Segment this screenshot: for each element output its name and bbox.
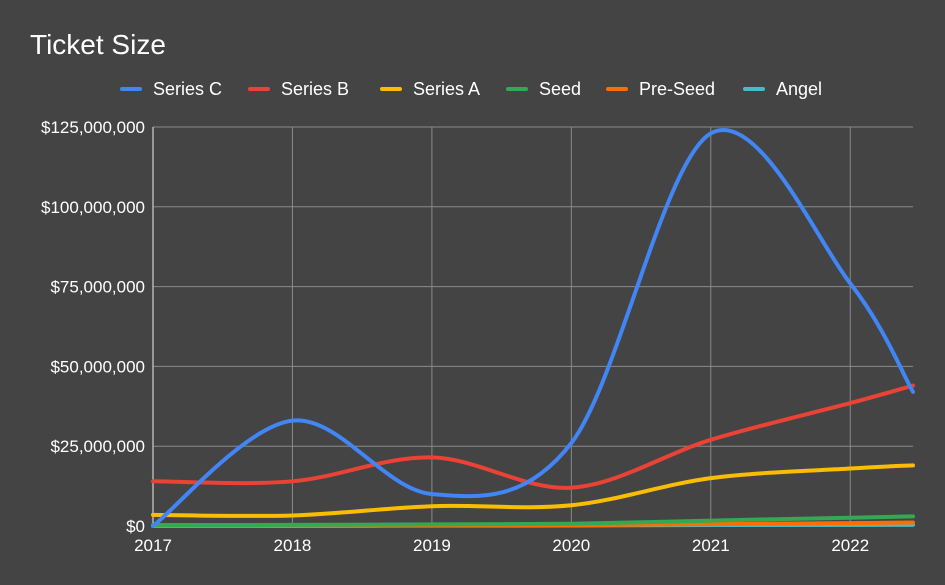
axes — [152, 127, 913, 527]
series-a-line — [151, 463, 915, 518]
legend-item-series-a[interactable]: Series A — [380, 79, 480, 99]
y-tick-label: $75,000,000 — [50, 278, 145, 297]
x-tick-label: 2018 — [274, 536, 312, 555]
y-tick-label: $25,000,000 — [50, 437, 145, 456]
legend-label: Angel — [776, 79, 822, 99]
legend-item-seed[interactable]: Seed — [506, 79, 581, 99]
legend-item-series-c[interactable]: Series C — [120, 79, 222, 99]
legend-label: Series C — [153, 79, 222, 99]
legend-label: Seed — [539, 79, 581, 99]
series-layer — [151, 128, 915, 529]
legend-item-series-b[interactable]: Series B — [248, 79, 349, 99]
tick-labels: $0 $25,000,000 $50,000,000 $75,000,000 $100,… — [41, 118, 869, 555]
grid-lines — [152, 126, 913, 526]
x-tick-label: 2019 — [413, 536, 451, 555]
legend-item-angel[interactable]: Angel — [743, 79, 822, 99]
legend-label: Pre-Seed — [639, 79, 715, 99]
x-tick-label: 2022 — [831, 536, 869, 555]
y-tick-label: $125,000,000 — [41, 118, 145, 137]
y-tick-label: $100,000,000 — [41, 198, 145, 217]
legend-item-pre-seed[interactable]: Pre-Seed — [606, 79, 715, 99]
legend: Series C Series B Series A Seed Pre-Seed Ange… — [120, 79, 822, 99]
chart-title: Ticket Size — [30, 29, 166, 60]
x-tick-label: 2017 — [134, 536, 172, 555]
y-tick-label: $0 — [126, 517, 145, 536]
x-tick-label: 2020 — [552, 536, 590, 555]
series-b-line — [151, 383, 915, 490]
seed-line — [151, 514, 915, 528]
legend-label: Series B — [281, 79, 349, 99]
legend-label: Series A — [413, 79, 480, 99]
y-tick-label: $50,000,000 — [50, 357, 145, 376]
series-c-line — [151, 128, 915, 528]
x-tick-label: 2021 — [692, 536, 730, 555]
